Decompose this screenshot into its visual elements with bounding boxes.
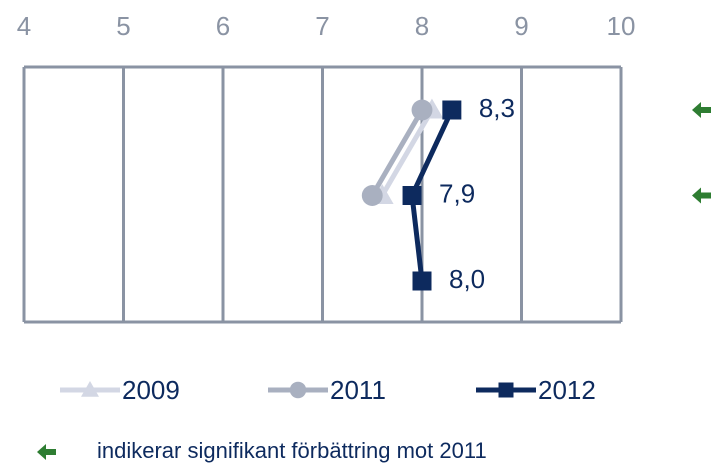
legend-label: 2012 [538, 375, 596, 405]
legend-marker [289, 381, 307, 399]
significance-arrow [692, 187, 711, 204]
series-line [380, 108, 435, 197]
data-point [402, 186, 422, 205]
footnote-arrow [37, 444, 56, 460]
data-label: 8,3 [479, 93, 515, 123]
data-point [411, 99, 433, 121]
x-tick-label: 9 [514, 11, 528, 41]
series-line [370, 108, 425, 197]
data-label: 7,9 [439, 178, 475, 208]
footnote: indikerar signifikant förbättring mot 20… [97, 438, 487, 463]
data-label: 8,0 [449, 264, 485, 294]
x-tick-label: 7 [315, 11, 329, 41]
legend-marker [81, 381, 99, 397]
x-tick-label: 6 [216, 11, 230, 41]
x-tick-label: 5 [116, 11, 130, 41]
legend-label: 2011 [330, 375, 386, 405]
x-tick-label: 10 [607, 11, 636, 41]
data-point [412, 271, 432, 291]
x-tick-label: 4 [17, 11, 31, 41]
significance-arrow [692, 102, 711, 118]
data-point [442, 100, 462, 120]
x-tick-label: 8 [415, 11, 429, 41]
data-point [361, 185, 383, 206]
legend-marker [498, 382, 514, 398]
legend-label: 2009 [122, 375, 180, 405]
